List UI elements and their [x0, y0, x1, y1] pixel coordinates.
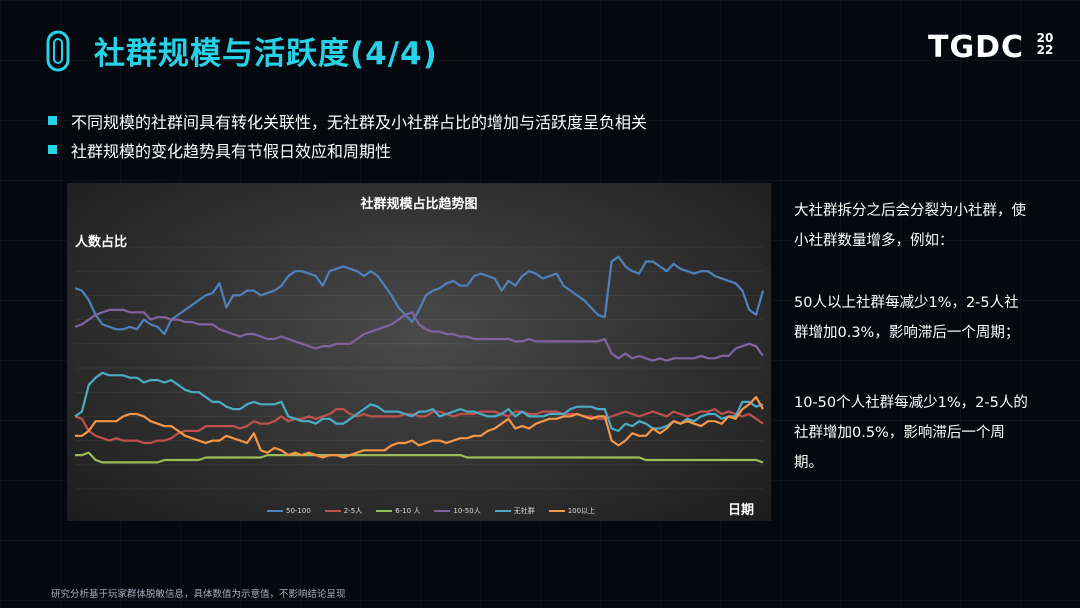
legend-swatch [434, 510, 451, 512]
series-line-50-100 [74, 255, 765, 336]
legend-item: 无社群 [494, 506, 535, 516]
bullet-text: 社群规模的变化趋势具有节假日效应和周期性 [71, 141, 392, 161]
notes-panel: 大社群拆分之后会分裂为小社群，使小社群数量增多，例如： 50人以上社群每减少1%… [794, 196, 1029, 478]
bullet-item: 社群规模的变化趋势具有节假日效应和周期性 [48, 135, 647, 164]
series-line-2-5人 [74, 408, 764, 445]
chart-title: 社群规模占比趋势图 [360, 197, 478, 212]
legend-label: 50-100 [286, 507, 311, 515]
series-line-10-50人 [74, 308, 764, 362]
chart-x-axis-label: 日期 [728, 503, 755, 518]
footer-disclaimer: 研究分析基于玩家群体脱敏信息，具体数值为示意值，不影响结论呈现 [51, 589, 346, 600]
chart-legend: 50-100 2-5人 6-10 人 10-50人 无社群 100以上 [267, 506, 595, 516]
legend-swatch [267, 510, 283, 512]
note-text: 50人以上社群每减少1%，2-5人社群增加0.3%，影响滞后一个周期； [794, 295, 1020, 341]
logo-year-bottom: 22 [1036, 43, 1054, 57]
series-line-无社群 [74, 371, 764, 432]
logo-year-top: 20 [1036, 31, 1054, 45]
legend-item: 50-100 [267, 506, 311, 516]
legend-item: 2-5人 [324, 506, 363, 516]
tgdc-logo: TGDC [928, 30, 1025, 65]
legend-label: 6-10 人 [395, 507, 421, 515]
legend-item: 10-50人 [434, 506, 481, 516]
page-title: 社群规模与活跃度(4/4) [94, 36, 438, 72]
legend-label: 2-5人 [343, 507, 363, 515]
bullet-text: 不同规模的社群间具有转化关联性，无社群及小社群占比的增加与活跃度呈负相关 [71, 112, 648, 132]
legend-swatch [548, 510, 565, 512]
legend-item: 6-10 人 [376, 506, 420, 516]
bullet-square-icon [48, 116, 57, 125]
bullet-item: 不同规模的社群间具有转化关联性，无社群及小社群占比的增加与活跃度呈负相关 [48, 106, 647, 135]
note-text: 大社群拆分之后会分裂为小社群，使小社群数量增多，例如： [794, 203, 1026, 249]
legend-item: 100以上 [548, 506, 596, 516]
trend-chart: 社群规模占比趋势图 人数占比 日期 50-100 2-5人 6-10 人 10-50人… [67, 183, 771, 521]
bullet-square-icon [48, 145, 57, 154]
tgdc-logo-year: 20 22 [1034, 32, 1056, 56]
note-text: 10-50个人社群每减少1%，2-5人的社群增加0.5%，影响滞后一个周期。 [794, 395, 1028, 471]
series-line-6-10人 [75, 451, 764, 464]
chart-y-axis-label: 人数占比 [75, 235, 128, 250]
title-emblem-icon [46, 30, 70, 72]
legend-label: 无社群 [513, 507, 535, 515]
legend-swatch [376, 510, 393, 512]
legend-label: 100以上 [567, 507, 596, 515]
legend-label: 10-50人 [453, 507, 481, 515]
legend-swatch [324, 510, 341, 512]
legend-swatch [494, 510, 511, 512]
series-line-100以上 [75, 395, 764, 459]
bullet-list: 不同规模的社群间具有转化关联性，无社群及小社群占比的增加与活跃度呈负相关 社群规… [48, 106, 647, 164]
chart-plot [74, 246, 765, 490]
